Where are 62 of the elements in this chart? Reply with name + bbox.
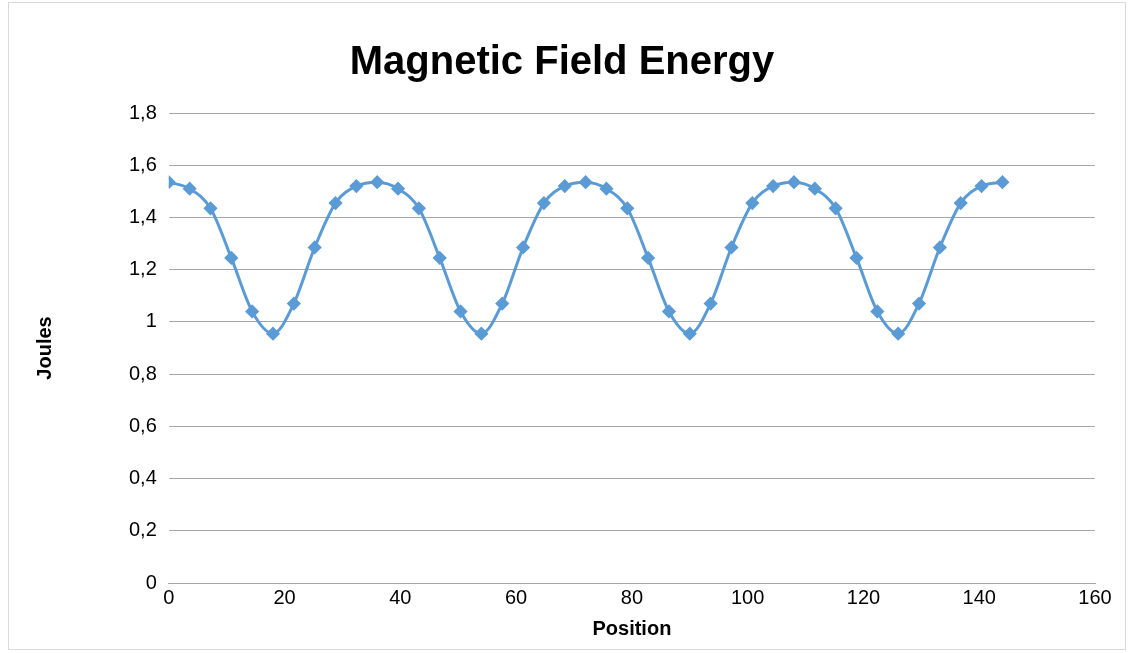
y-tick-label: 0,4: [128, 466, 157, 489]
y-tick-label: 0: [145, 570, 157, 593]
point: [912, 297, 926, 311]
point: [454, 304, 468, 318]
point: [433, 251, 447, 265]
chart-title: Magnetic Field Energy: [349, 38, 776, 83]
point: [224, 251, 238, 265]
point: [891, 327, 905, 341]
point: [620, 201, 634, 215]
point: [975, 179, 989, 193]
x-tick-label: 60: [505, 585, 528, 608]
point: [995, 175, 1009, 189]
x-tick-label: 80: [620, 585, 644, 608]
x-tick-label: 160: [1078, 585, 1112, 608]
point: [329, 196, 343, 210]
point: [308, 240, 322, 254]
point: [808, 182, 822, 196]
y-tick-label: 1,2: [128, 257, 157, 280]
point: [704, 297, 718, 311]
point: [266, 327, 280, 341]
point: [933, 240, 947, 254]
y-tick-label: 1,4: [128, 204, 157, 227]
y-tick-label: 0,6: [128, 413, 157, 436]
point: [349, 179, 363, 193]
point: [662, 304, 676, 318]
point: [370, 175, 384, 189]
point: [203, 201, 217, 215]
point: [495, 297, 509, 311]
x-tick-label: 20: [273, 585, 296, 608]
x-axis-title: Position: [592, 616, 672, 639]
point: [641, 251, 655, 265]
y-tick-label: 1,6: [128, 152, 157, 175]
point: [183, 182, 197, 196]
point: [850, 251, 863, 265]
y-tick-label: 0,8: [128, 361, 157, 384]
point: [870, 304, 884, 318]
x-tick-label: 140: [962, 585, 996, 608]
point: [245, 304, 259, 318]
point: [829, 201, 843, 215]
point: [745, 196, 759, 210]
point: [391, 182, 405, 196]
point: [954, 196, 968, 210]
point: [683, 327, 697, 341]
point: [724, 240, 738, 254]
point: [287, 297, 301, 311]
point: [579, 175, 593, 189]
y-tick-label: 1,8: [128, 100, 157, 123]
x-tick-label: 100: [730, 585, 765, 608]
point: [558, 179, 572, 193]
point: [412, 201, 426, 215]
point: [599, 182, 613, 196]
y-tick-label: 0,2: [128, 518, 157, 541]
point: [516, 240, 530, 254]
y-axis-title: Joules: [32, 316, 55, 380]
x-tick-label: 0: [163, 585, 175, 608]
x-tick-label: 120: [846, 585, 881, 608]
point: [537, 196, 551, 210]
point: [766, 179, 780, 193]
point: [474, 327, 488, 341]
y-tick-label: 1: [145, 309, 157, 332]
x-tick-label: 40: [389, 585, 412, 608]
point: [787, 175, 801, 189]
